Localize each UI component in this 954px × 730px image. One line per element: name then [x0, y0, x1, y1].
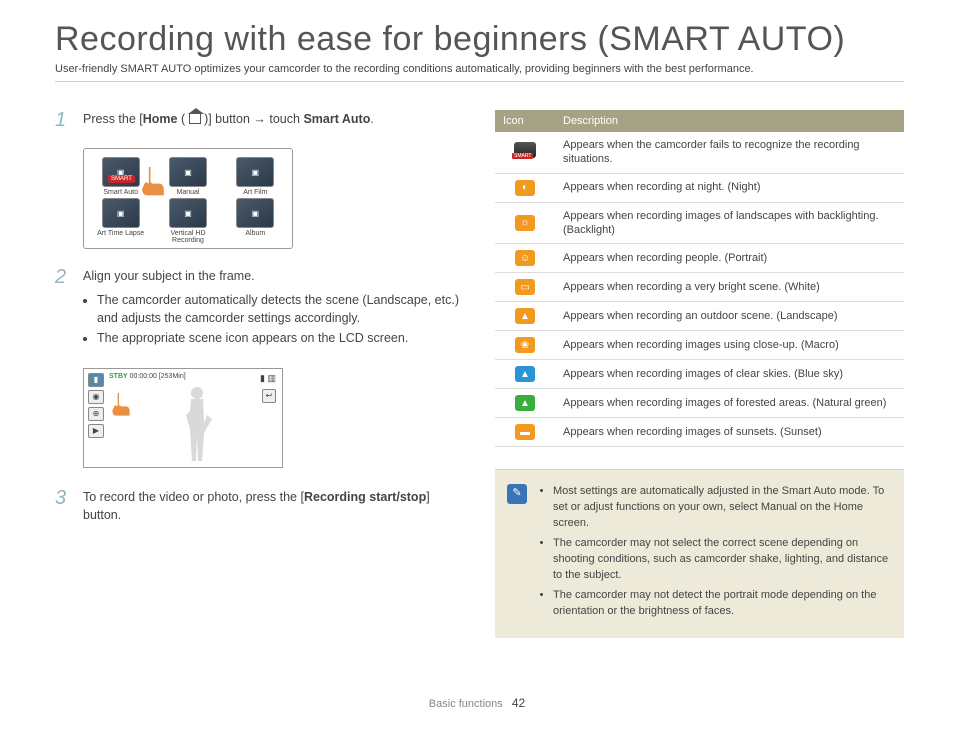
page-footer: Basic functions 42 — [0, 696, 954, 710]
step-number: 2 — [55, 267, 73, 350]
scene-icon-smart — [514, 142, 536, 158]
menu-item-album: ▣Album — [225, 198, 286, 244]
scene-icon: ▲ — [515, 308, 535, 324]
step-1-text: Press the [Home ( )] button → touch Smar… — [83, 110, 465, 130]
scene-icon: ❀ — [515, 337, 535, 353]
icon-description: Appears when recording an outdoor scene.… — [555, 302, 904, 331]
table-row: Appears when the camcorder fails to reco… — [495, 132, 904, 173]
lcd-preview-figure: ▮ ◉ ⊕ ▶ STBY 00:00:00 [253Min] ▮ ▥ ↩ — [83, 368, 283, 468]
icon-description: Appears when recording images of landsca… — [555, 202, 904, 244]
menu-item-vertical-hd: ▣Vertical HD Recording — [157, 198, 218, 244]
note-box: ✎ Most settings are automatically adjust… — [495, 469, 904, 638]
step-2-text: Align your subject in the frame. The cam… — [83, 267, 465, 350]
icon-description: Appears when recording images of foreste… — [555, 389, 904, 418]
table-row: ▲ Appears when recording images of clear … — [495, 360, 904, 389]
return-icon: ↩ — [262, 389, 276, 403]
battery-icon: ▮ ▥ — [260, 373, 276, 384]
menu-item-art-time-lapse: ▣Art Time Lapse — [90, 198, 151, 244]
page-subtitle: User-friendly SMART AUTO optimizes your … — [55, 63, 904, 75]
step-3-text: To record the video or photo, press the … — [83, 488, 465, 524]
mode-photo-icon: ◉ — [88, 390, 104, 404]
mode-video-icon: ▮ — [88, 373, 104, 387]
table-row: ▲ Appears when recording images of forest… — [495, 389, 904, 418]
page-number: 42 — [512, 696, 525, 710]
home-menu-figure: ▣ Smart Auto SMART ▣Manual ▣Art Film ▣Ar… — [83, 148, 293, 249]
note-item: Most settings are automatically adjusted… — [553, 484, 890, 532]
table-row: ☼ Appears when recording images of landsc… — [495, 202, 904, 244]
page-title: Recording with ease for beginners (SMART… — [55, 20, 904, 59]
step-number: 3 — [55, 488, 73, 524]
th-icon: Icon — [495, 110, 555, 132]
menu-item-manual: ▣Manual — [157, 157, 218, 196]
note-icon: ✎ — [507, 484, 527, 504]
note-item: The camcorder may not detect the portrai… — [553, 588, 890, 620]
mode-play-icon: ▶ — [88, 424, 104, 438]
person-silhouette — [174, 385, 220, 463]
icon-description: Appears when recording at night. (Night) — [555, 173, 904, 202]
icon-description: Appears when recording images using clos… — [555, 331, 904, 360]
table-row: ▭ Appears when recording a very bright sc… — [495, 273, 904, 302]
table-row: ◐ Appears when recording at night. (Night… — [495, 173, 904, 202]
lcd-status: STBY 00:00:00 [253Min] — [109, 373, 186, 380]
icon-description: Appears when the camcorder fails to reco… — [555, 132, 904, 173]
scene-icon: ▬ — [515, 424, 535, 440]
mode-zoom-icon: ⊕ — [88, 407, 104, 421]
icon-description: Appears when recording images of clear s… — [555, 360, 904, 389]
scene-icon: ▲ — [515, 366, 535, 382]
icon-description-table: Icon Description Appears when the camcor… — [495, 110, 904, 447]
scene-icon: ☼ — [515, 215, 535, 231]
home-icon — [189, 113, 201, 124]
th-description: Description — [555, 110, 904, 132]
smart-badge: SMART — [108, 175, 135, 183]
scene-icon: ▲ — [515, 395, 535, 411]
table-row: ☺ Appears when recording people. (Portrai… — [495, 244, 904, 273]
scene-icon: ▭ — [515, 279, 535, 295]
icon-description: Appears when recording a very bright sce… — [555, 273, 904, 302]
table-row: ▲ Appears when recording an outdoor scene… — [495, 302, 904, 331]
step-number: 1 — [55, 110, 73, 130]
table-row: ❀ Appears when recording images using clo… — [495, 331, 904, 360]
menu-item-smart-auto: ▣ Smart Auto SMART — [90, 157, 151, 196]
table-row: ▬ Appears when recording images of sunset… — [495, 418, 904, 447]
icon-description: Appears when recording images of sunsets… — [555, 418, 904, 447]
scene-icon: ☺ — [515, 250, 535, 266]
scene-icon: ◐ — [515, 180, 535, 196]
footer-section: Basic functions — [429, 698, 503, 710]
note-item: The camcorder may not select the correct… — [553, 536, 890, 584]
divider — [55, 81, 904, 82]
menu-item-art-film: ▣Art Film — [225, 157, 286, 196]
touch-pointer-icon — [110, 393, 132, 417]
icon-description: Appears when recording people. (Portrait… — [555, 244, 904, 273]
